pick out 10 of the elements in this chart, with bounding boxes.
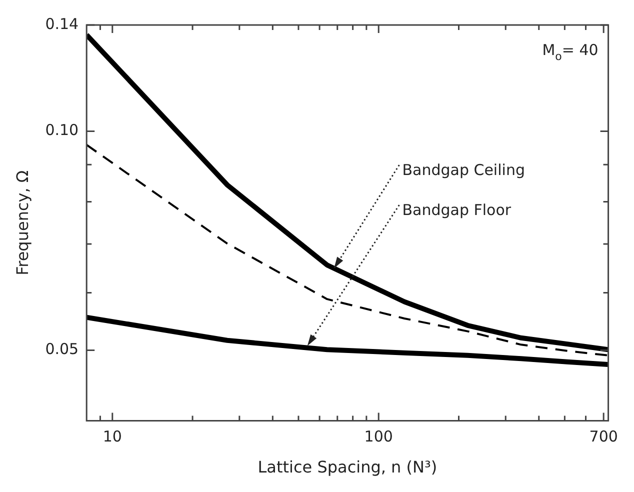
x-tick-label: 100 — [364, 428, 393, 446]
y-tick-label: 0.05 — [45, 340, 79, 358]
y-tick-label: 0.14 — [45, 14, 79, 33]
annotation: Bandgap Ceiling — [402, 161, 525, 179]
y-axis-title: Frequency, Ω — [12, 170, 32, 276]
annotation: Bandgap Floor — [402, 201, 512, 219]
x-axis-title: Lattice Spacing, n (N³) — [258, 458, 438, 477]
x-tick-label: 10 — [102, 428, 122, 446]
y-tick-label: 0.10 — [45, 121, 79, 140]
x-tick-label: 700 — [589, 428, 618, 446]
